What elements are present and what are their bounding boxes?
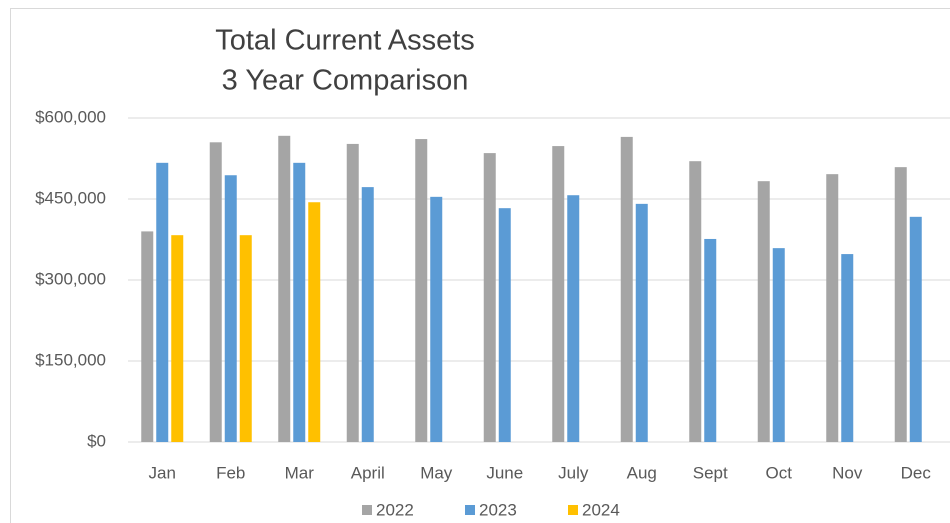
bar [278,135,291,442]
bar [552,146,565,442]
x-tick-label: May [420,463,453,482]
legend-label: 2024 [582,500,620,519]
legend-label: 2023 [479,500,517,519]
bar [689,161,702,442]
x-tick-label: June [486,463,523,482]
legend-label: 2022 [376,500,414,519]
bar [909,216,922,442]
bar [704,238,717,442]
bar [757,181,770,442]
y-tick-label: $150,000 [35,350,106,369]
bar [841,254,854,442]
y-tick-label: $450,000 [35,188,106,207]
bar [224,175,237,443]
bar [483,153,496,442]
x-tick-label: Sept [693,463,728,482]
x-tick-label: Aug [627,463,657,482]
x-tick-label: April [351,463,385,482]
bar [156,162,169,442]
x-tick-label: Jan [149,463,176,482]
x-tick-label: Feb [216,463,245,482]
bar [361,187,374,442]
bar [308,202,321,442]
bar [826,174,839,442]
bar [171,235,184,442]
bar [567,195,580,442]
legend-swatch [568,505,578,515]
bar [894,167,907,442]
bar [772,248,785,442]
x-tick-label: Nov [832,463,863,482]
bar [430,196,443,442]
y-tick-label: $600,000 [35,107,106,126]
bar [209,142,222,443]
y-tick-label: $0 [87,431,106,450]
legend-swatch [465,505,475,515]
y-tick-label: $300,000 [35,269,106,288]
bar [620,136,633,442]
x-tick-label: Dec [901,463,932,482]
chart-subtitle: 3 Year Comparison [222,65,469,97]
bar [346,143,359,443]
x-tick-label: Oct [766,463,793,482]
bar [635,203,648,442]
chart-title: Total Current Assets [215,25,475,57]
x-tick-label: July [558,463,589,482]
bar [141,231,154,442]
bar [293,162,306,442]
bar [498,208,511,442]
bar [415,139,428,442]
bar [239,235,252,442]
x-tick-label: Mar [285,463,315,482]
legend-swatch [362,505,372,515]
